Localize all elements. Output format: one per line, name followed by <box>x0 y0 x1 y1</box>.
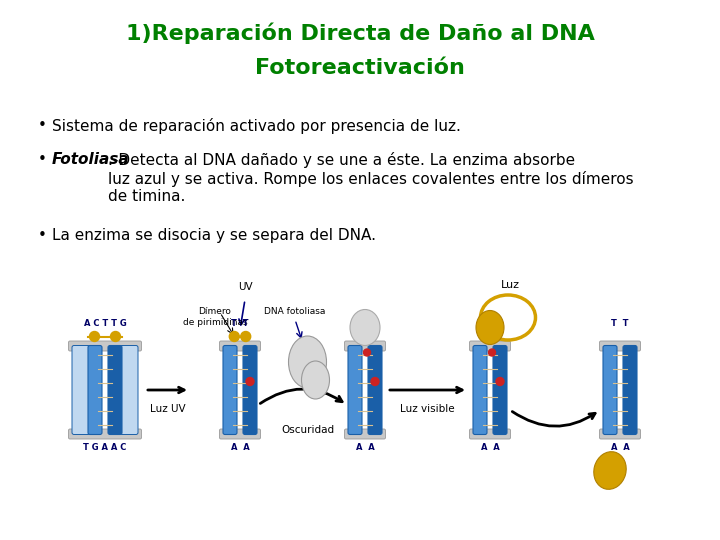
Text: Oscuridad: Oscuridad <box>281 425 334 435</box>
FancyBboxPatch shape <box>223 346 237 435</box>
Text: A  A: A A <box>356 443 374 453</box>
Circle shape <box>89 332 99 341</box>
FancyBboxPatch shape <box>68 429 142 439</box>
FancyBboxPatch shape <box>243 346 257 435</box>
Circle shape <box>110 332 120 341</box>
Ellipse shape <box>476 310 504 345</box>
Ellipse shape <box>350 309 380 346</box>
Text: A C T T G: A C T T G <box>84 320 127 328</box>
Circle shape <box>229 332 239 341</box>
Ellipse shape <box>302 361 330 399</box>
FancyBboxPatch shape <box>603 346 617 435</box>
Text: Fotoreactivación: Fotoreactivación <box>255 58 465 78</box>
Text: Dímero
de pirimidinas: Dímero de pirimidinas <box>183 307 247 327</box>
Circle shape <box>246 377 254 386</box>
Text: •: • <box>38 118 47 133</box>
Ellipse shape <box>289 336 326 388</box>
Text: T  T: T T <box>231 320 248 328</box>
Text: DNA fotoliasa: DNA fotoliasa <box>264 307 325 316</box>
Text: Fotoliasa: Fotoliasa <box>52 152 130 167</box>
FancyBboxPatch shape <box>220 341 261 351</box>
FancyBboxPatch shape <box>493 346 507 435</box>
FancyBboxPatch shape <box>344 341 385 351</box>
Ellipse shape <box>594 451 626 489</box>
Text: Sistema de reparación activado por presencia de luz.: Sistema de reparación activado por prese… <box>52 118 461 134</box>
FancyBboxPatch shape <box>120 346 138 435</box>
FancyBboxPatch shape <box>68 341 142 351</box>
Text: A  A: A A <box>230 443 249 453</box>
FancyBboxPatch shape <box>108 346 122 435</box>
FancyBboxPatch shape <box>469 341 510 351</box>
Text: A  A: A A <box>481 443 500 453</box>
FancyBboxPatch shape <box>220 429 261 439</box>
Text: Luz UV: Luz UV <box>150 404 186 414</box>
FancyBboxPatch shape <box>368 346 382 435</box>
Text: Luz: Luz <box>500 280 520 289</box>
FancyBboxPatch shape <box>72 346 90 435</box>
FancyBboxPatch shape <box>88 346 102 435</box>
Text: .-Detecta al DNA dañado y se une a éste. La enzima absorbe
luz azul y se activa.: .-Detecta al DNA dañado y se une a éste.… <box>108 152 634 204</box>
FancyBboxPatch shape <box>473 346 487 435</box>
Text: UV: UV <box>238 282 252 293</box>
Text: •: • <box>38 152 47 167</box>
Circle shape <box>496 377 504 386</box>
Text: Luz visible: Luz visible <box>400 404 455 414</box>
FancyBboxPatch shape <box>600 341 641 351</box>
Circle shape <box>240 332 251 341</box>
Text: T  T: T T <box>611 320 629 328</box>
Circle shape <box>371 377 379 386</box>
FancyBboxPatch shape <box>348 346 362 435</box>
Text: •: • <box>38 228 47 243</box>
FancyBboxPatch shape <box>469 429 510 439</box>
Text: 1)Reparación Directa de Daño al DNA: 1)Reparación Directa de Daño al DNA <box>125 22 595 44</box>
FancyBboxPatch shape <box>344 429 385 439</box>
Text: T G A A C: T G A A C <box>84 443 127 453</box>
FancyBboxPatch shape <box>623 346 637 435</box>
Circle shape <box>364 349 371 356</box>
Text: La enzima se disocia y se separa del DNA.: La enzima se disocia y se separa del DNA… <box>52 228 376 243</box>
FancyBboxPatch shape <box>600 429 641 439</box>
Text: A  A: A A <box>611 443 629 453</box>
Circle shape <box>488 349 495 356</box>
